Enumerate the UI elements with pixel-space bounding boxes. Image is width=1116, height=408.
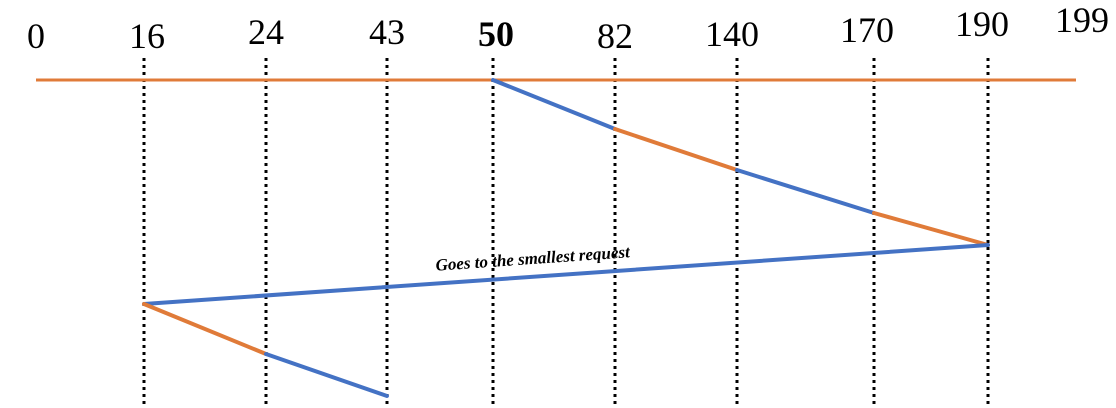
return-annotation: Goes to the smallest request [435, 242, 632, 275]
path-segment-82-140 [613, 127, 739, 172]
tick-label-0: 0 [27, 16, 45, 56]
tick-label-16: 16 [129, 16, 165, 56]
path-segment-16-24 [142, 302, 268, 356]
path-segment-24-43 [264, 352, 389, 398]
path-segment-140-170 [735, 168, 876, 215]
path-segment-50-82 [491, 78, 617, 131]
head-movement-path [142, 78, 990, 398]
tick-label-43: 43 [369, 12, 405, 52]
tick-label-199: 199 [1055, 0, 1109, 40]
tick-label-50: 50 [478, 14, 514, 54]
path-segment-170-190 [872, 211, 990, 247]
tick-label-140: 140 [705, 14, 759, 54]
tick-label-82: 82 [597, 16, 633, 56]
path-segment-190-16 [142, 243, 990, 306]
guide-lines [142, 58, 990, 408]
tick-label-24: 24 [248, 12, 284, 52]
tick-label-190: 190 [955, 4, 1009, 44]
tick-labels: 0 16 24 43 50 82 140 170 190 199 [27, 0, 1109, 56]
tick-label-170: 170 [840, 10, 894, 50]
